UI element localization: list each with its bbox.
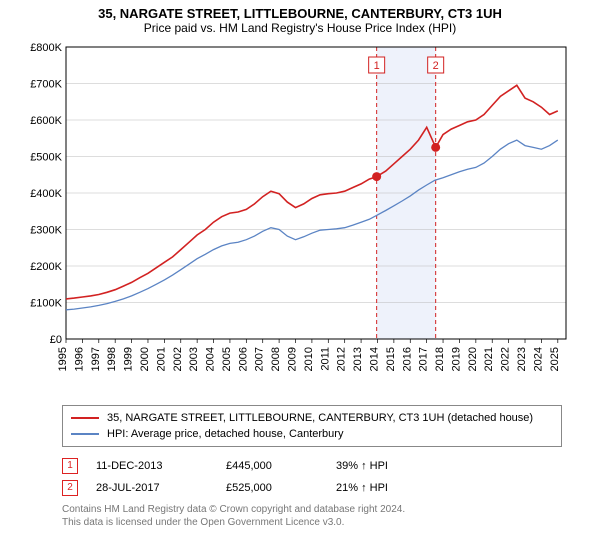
footer-line-1: Contains HM Land Registry data © Crown c… (62, 503, 562, 516)
svg-text:1996: 1996 (73, 347, 85, 371)
svg-text:2024: 2024 (532, 347, 544, 371)
svg-text:£100K: £100K (30, 298, 62, 310)
svg-text:2018: 2018 (434, 347, 446, 371)
svg-text:1997: 1997 (90, 347, 102, 371)
footer-attribution: Contains HM Land Registry data © Crown c… (62, 503, 562, 529)
event-row: 1 11-DEC-2013£445,00039% ↑ HPI (62, 455, 562, 477)
svg-text:2013: 2013 (352, 347, 364, 371)
svg-text:2008: 2008 (270, 347, 282, 371)
event-row: 2 28-JUL-2017£525,00021% ↑ HPI (62, 477, 562, 499)
svg-text:2015: 2015 (385, 347, 397, 371)
svg-text:2020: 2020 (467, 347, 479, 371)
event-marker: 2 (62, 480, 78, 496)
chart-container: 35, NARGATE STREET, LITTLEBOURNE, CANTER… (0, 0, 600, 560)
svg-text:2022: 2022 (500, 347, 512, 371)
svg-text:2011: 2011 (319, 347, 331, 371)
event-hpi: 21% ↑ HPI (336, 482, 456, 494)
svg-text:£0: £0 (50, 334, 62, 346)
event-date: 28-JUL-2017 (96, 482, 226, 494)
event-hpi: 39% ↑ HPI (336, 460, 456, 472)
svg-text:2014: 2014 (368, 347, 380, 371)
legend-item: HPI: Average price, detached house, Cant… (71, 426, 553, 442)
line-chart: £0 £100K £200K £300K £400K £500K £600K £700K £80… (18, 39, 578, 399)
svg-text:£800K: £800K (30, 42, 62, 54)
svg-text:2025: 2025 (549, 347, 561, 371)
svg-text:2001: 2001 (155, 347, 167, 371)
svg-text:2000: 2000 (139, 347, 151, 371)
svg-text:2010: 2010 (303, 347, 315, 371)
svg-text:2002: 2002 (172, 347, 184, 371)
svg-text:1: 1 (374, 60, 380, 72)
events-table: 1 11-DEC-2013£445,00039% ↑ HPI 2 28-JUL-201… (62, 455, 562, 499)
svg-text:2021: 2021 (483, 347, 495, 371)
legend-label: 35, NARGATE STREET, LITTLEBOURNE, CANTER… (107, 412, 533, 424)
svg-text:£600K: £600K (30, 115, 62, 127)
svg-text:£500K: £500K (30, 152, 62, 164)
chart-area: £0 £100K £200K £300K £400K £500K £600K £700K £80… (18, 39, 578, 399)
svg-text:2019: 2019 (450, 347, 462, 371)
svg-text:£700K: £700K (30, 79, 62, 91)
chart-subtitle: Price paid vs. HM Land Registry's House … (0, 21, 600, 39)
legend-label: HPI: Average price, detached house, Cant… (107, 428, 343, 440)
footer-line-2: This data is licensed under the Open Gov… (62, 516, 562, 529)
chart-title: 35, NARGATE STREET, LITTLEBOURNE, CANTER… (0, 0, 600, 21)
svg-text:2004: 2004 (205, 347, 217, 371)
event-marker: 1 (62, 458, 78, 474)
svg-text:1995: 1995 (57, 347, 69, 371)
svg-text:2005: 2005 (221, 347, 233, 371)
svg-text:£300K: £300K (30, 225, 62, 237)
legend-swatch (71, 417, 99, 419)
svg-text:£200K: £200K (30, 261, 62, 273)
event-price: £445,000 (226, 460, 336, 472)
event-date: 11-DEC-2013 (96, 460, 226, 472)
svg-text:2023: 2023 (516, 347, 528, 371)
legend-swatch (71, 433, 99, 435)
svg-text:1998: 1998 (106, 347, 118, 371)
svg-text:£400K: £400K (30, 188, 62, 200)
svg-text:2003: 2003 (188, 347, 200, 371)
svg-text:2009: 2009 (287, 347, 299, 371)
legend: 35, NARGATE STREET, LITTLEBOURNE, CANTER… (62, 405, 562, 447)
svg-text:2007: 2007 (254, 347, 266, 371)
event-price: £525,000 (226, 482, 336, 494)
svg-text:2017: 2017 (418, 347, 430, 371)
legend-item: 35, NARGATE STREET, LITTLEBOURNE, CANTER… (71, 410, 553, 426)
svg-text:2006: 2006 (237, 347, 249, 371)
svg-text:2016: 2016 (401, 347, 413, 371)
svg-text:2012: 2012 (336, 347, 348, 371)
svg-text:2: 2 (433, 60, 439, 72)
svg-text:1999: 1999 (123, 347, 135, 371)
